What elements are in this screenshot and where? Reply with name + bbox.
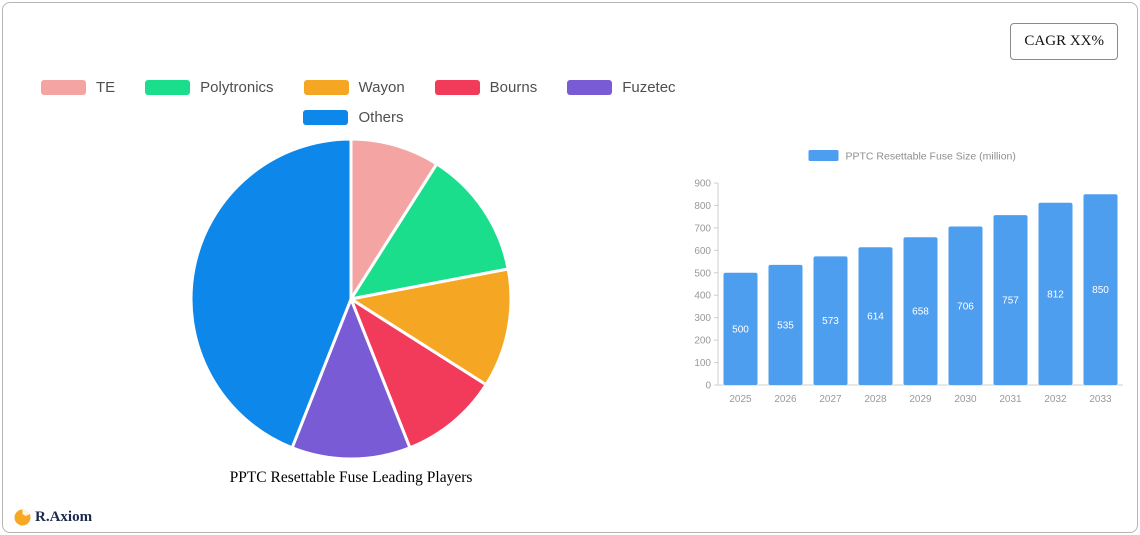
bar-legend-label: PPTC Resettable Fuse Size (million) [846, 151, 1016, 163]
bar-2029[interactable] [903, 237, 938, 385]
pie-slice-fuzetec[interactable] [290, 297, 412, 461]
legend-swatch-te [41, 80, 86, 95]
x-axis-tick-label: 2031 [999, 394, 1022, 405]
y-axis-tick-label: 0 [705, 381, 711, 392]
x-axis-tick-label: 2033 [1089, 394, 1112, 405]
legend-item-te[interactable]: TE [41, 79, 115, 96]
y-axis-tick-label: 900 [694, 179, 711, 190]
bar-value-label: 573 [822, 316, 839, 327]
y-axis-tick-label: 700 [694, 223, 711, 234]
logo-text: R.Axiom [35, 509, 93, 525]
legend-item-fuzetec[interactable]: Fuzetec [567, 79, 676, 96]
x-axis-tick-label: 2026 [774, 394, 797, 405]
y-axis-tick-label: 300 [694, 313, 711, 324]
y-axis-tick-label: 100 [694, 358, 711, 369]
bar-2033[interactable] [1083, 194, 1118, 385]
pie-chart-title: PPTC Resettable Fuse Leading Players [229, 469, 473, 486]
bar-value-label: 535 [777, 321, 794, 332]
x-axis-tick-label: 2027 [819, 394, 842, 405]
x-axis-tick-label: 2028 [864, 394, 887, 405]
bar-value-label: 850 [1092, 285, 1109, 296]
logo-icon [14, 509, 31, 526]
y-axis-tick-label: 800 [694, 201, 711, 212]
players-legend: TE Polytronics Wayon Bourns Fuzetec Others [41, 79, 676, 126]
legend-label-bourns: Bourns [489, 79, 538, 96]
y-axis-tick-label: 400 [694, 291, 711, 302]
legend-swatch-others [303, 110, 349, 125]
x-axis-tick-label: 2032 [1044, 394, 1067, 405]
bar-value-label: 658 [912, 307, 929, 318]
legend-swatch-fuzetec [567, 80, 613, 95]
legend-label-fuzetec: Fuzetec [622, 79, 676, 96]
bar-2028[interactable] [858, 247, 893, 385]
x-axis-tick-label: 2025 [729, 394, 752, 405]
bar-2027[interactable] [813, 256, 848, 385]
pie-slice-polytronics[interactable] [349, 162, 510, 301]
x-axis-tick-label: 2030 [954, 394, 977, 405]
pie-slice-wayon[interactable] [349, 267, 513, 387]
legend-label-wayon: Wayon [358, 79, 405, 96]
bar-2030[interactable] [948, 226, 983, 386]
bar-chart: PPTC Resettable Fuse Size (million) 0 100 2… [694, 150, 1123, 405]
pie-slice-others[interactable] [189, 137, 353, 450]
brand-logo: R.Axiom [14, 509, 92, 526]
bar-value-label: 500 [732, 324, 749, 335]
y-axis-tick-label: 600 [694, 246, 711, 257]
bar-2025[interactable] [723, 272, 758, 385]
pie-slice-te[interactable] [349, 137, 439, 301]
bar-value-label: 812 [1047, 289, 1064, 300]
pie-chart [189, 137, 513, 461]
legend-label-polytronics: Polytronics [200, 79, 274, 96]
legend-row-2: Others [41, 109, 666, 126]
bar-2031[interactable] [993, 215, 1028, 385]
bar-legend-swatch[interactable] [808, 150, 839, 161]
bar-2026[interactable] [768, 264, 803, 385]
bar-2032[interactable] [1038, 202, 1073, 385]
legend-item-others[interactable]: Others [303, 109, 404, 126]
legend-row-1: TE Polytronics Wayon Bourns Fuzetec [41, 79, 676, 96]
cagr-badge: CAGR XX% [1010, 23, 1118, 60]
bar-value-label: 757 [1002, 296, 1019, 307]
bar-value-label: 614 [867, 312, 884, 323]
legend-item-bourns[interactable]: Bourns [434, 79, 538, 96]
legend-label-te: TE [96, 79, 116, 96]
y-axis-tick-label: 200 [694, 336, 711, 347]
legend-swatch-wayon [303, 80, 349, 95]
legend-item-wayon[interactable]: Wayon [303, 79, 405, 96]
y-axis-tick-label: 500 [694, 268, 711, 279]
pie-slice-bourns[interactable] [349, 297, 488, 450]
legend-item-polytronics[interactable]: Polytronics [145, 79, 274, 96]
legend-swatch-bourns [434, 80, 480, 95]
x-axis-tick-label: 2029 [909, 394, 932, 405]
legend-label-others: Others [358, 109, 404, 126]
legend-swatch-polytronics [145, 80, 191, 95]
bar-value-label: 706 [957, 301, 974, 312]
